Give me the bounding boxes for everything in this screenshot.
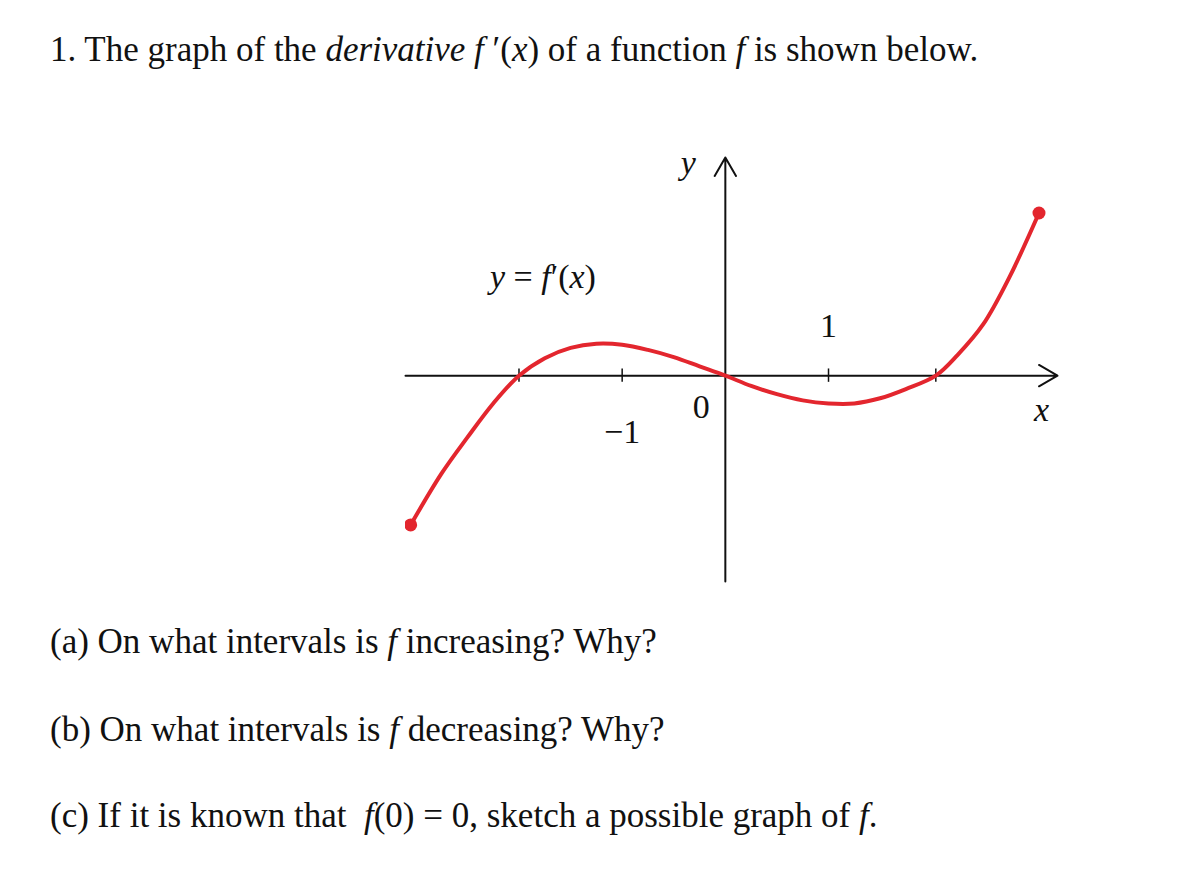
- html-text:y = f ′ (x): y = f ′ (x): [490, 258, 596, 295]
- svg-text:y: y: [678, 144, 697, 181]
- svg-text:0: 0: [693, 388, 710, 425]
- svg-text:−1: −1: [604, 413, 640, 450]
- html-text:(b) On what intervals is f dec: (b) On what intervals is f decreasing? W…: [50, 710, 665, 749]
- svg-text:1: 1: [820, 307, 837, 344]
- svg-text:x: x: [1033, 391, 1049, 428]
- html-text:(c) If it is known that f (0): (c) If it is known that f (0) = 0, sketc…: [50, 796, 878, 835]
- html-text:1. The graph of the derivative: 1. The graph of the derivative f ′(x) of…: [50, 30, 979, 69]
- html-text:(a) On what intervals is f inc: (a) On what intervals is f increasing? W…: [50, 622, 657, 661]
